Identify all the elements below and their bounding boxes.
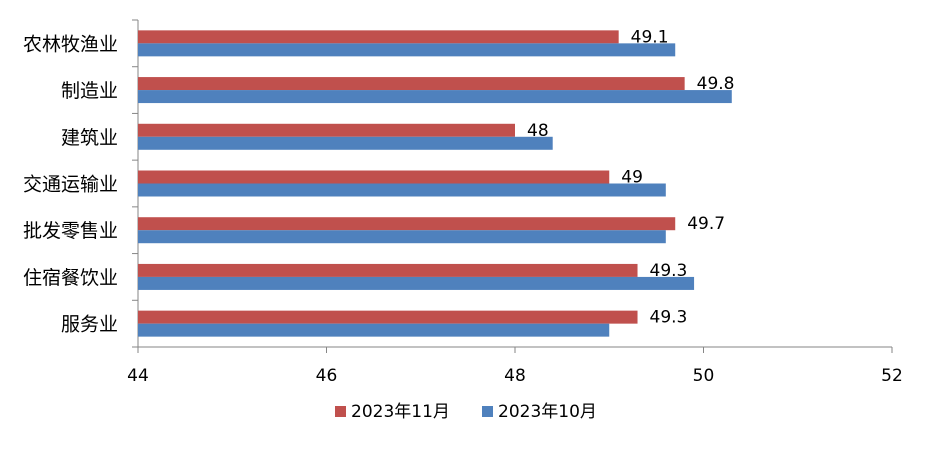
bar-nov bbox=[138, 170, 610, 184]
bar-oct bbox=[138, 136, 553, 150]
x-tick-label: 44 bbox=[127, 366, 149, 386]
bar-oct bbox=[138, 43, 676, 57]
bar-nov bbox=[138, 30, 619, 44]
category-label: 交通运输业 bbox=[23, 174, 118, 196]
category-label: 农林牧渔业 bbox=[23, 33, 118, 55]
x-tick-label: 50 bbox=[693, 366, 715, 386]
bar-nov bbox=[138, 217, 676, 231]
bar-nov bbox=[138, 123, 515, 137]
legend-label: 2023年11月 bbox=[351, 402, 450, 422]
category-label: 制造业 bbox=[61, 80, 118, 102]
category-label: 住宿餐饮业 bbox=[23, 267, 118, 289]
bar-oct bbox=[138, 323, 610, 337]
chart-legend: 2023年11月 2023年10月 bbox=[335, 402, 597, 422]
bar-oct bbox=[138, 230, 666, 244]
bar-oct bbox=[138, 183, 666, 197]
x-tick-label: 48 bbox=[504, 366, 526, 386]
bar-nov bbox=[138, 263, 638, 277]
legend-swatch bbox=[482, 406, 493, 417]
bar-oct bbox=[138, 90, 732, 104]
bar-nov bbox=[138, 310, 638, 324]
chart-bars bbox=[138, 30, 732, 337]
x-tick-label: 46 bbox=[316, 366, 338, 386]
data-label: 49 bbox=[621, 168, 643, 188]
legend-swatch bbox=[335, 406, 346, 417]
category-label: 服务业 bbox=[61, 314, 118, 336]
data-label: 49.7 bbox=[687, 214, 725, 234]
x-tick-label: 52 bbox=[881, 366, 903, 386]
category-label: 建筑业 bbox=[61, 127, 118, 149]
legend-label: 2023年10月 bbox=[498, 402, 597, 422]
bar-nov bbox=[138, 77, 685, 91]
data-label: 49.1 bbox=[631, 27, 669, 47]
category-label: 批发零售业 bbox=[23, 220, 118, 242]
data-label: 49.8 bbox=[697, 74, 735, 94]
data-label: 48 bbox=[527, 121, 549, 141]
data-label: 49.3 bbox=[650, 308, 688, 328]
bar-oct bbox=[138, 276, 695, 290]
data-label: 49.3 bbox=[650, 261, 688, 281]
chart-axes: 44 46 48 50 52 bbox=[127, 19, 903, 386]
